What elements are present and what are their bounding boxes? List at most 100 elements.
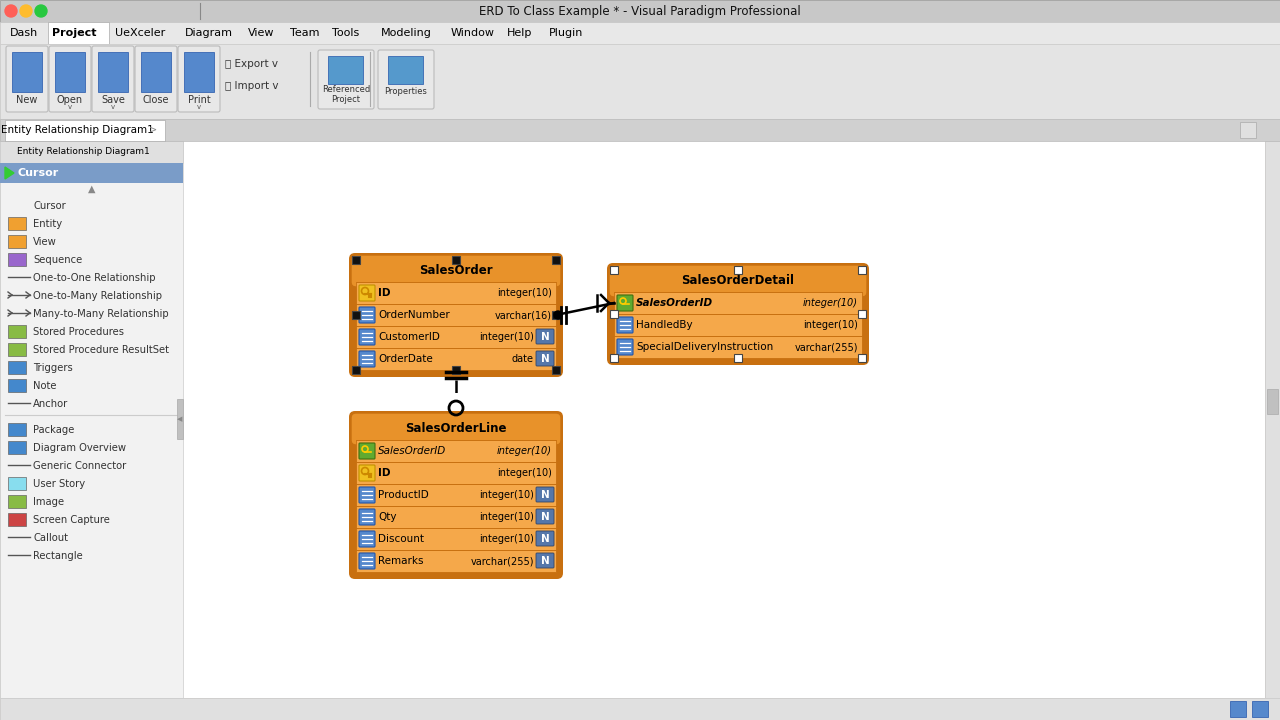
Circle shape (554, 311, 562, 319)
Bar (0, 698, 1280, 720)
Text: Entity: Entity (33, 219, 63, 229)
Bar (0, 141, 183, 698)
Bar (8, 325, 26, 338)
Bar (356, 550, 556, 572)
Bar (8, 253, 26, 266)
FancyBboxPatch shape (358, 531, 375, 547)
Bar (356, 429, 556, 441)
Bar (184, 52, 214, 92)
Text: integer(10): integer(10) (497, 288, 552, 298)
Bar (8, 217, 26, 230)
Text: Project: Project (52, 28, 96, 38)
Bar (614, 292, 861, 314)
FancyBboxPatch shape (358, 509, 375, 525)
FancyBboxPatch shape (536, 487, 554, 502)
Text: integer(10): integer(10) (479, 332, 534, 342)
Bar (352, 256, 360, 264)
Bar (356, 348, 556, 370)
FancyBboxPatch shape (358, 487, 375, 503)
Bar (1240, 122, 1256, 138)
Text: ERD To Class Example * - Visual Paradigm Professional: ERD To Class Example * - Visual Paradigm… (479, 4, 801, 17)
FancyBboxPatch shape (617, 295, 634, 311)
Text: Project: Project (332, 94, 361, 104)
Text: date: date (512, 354, 534, 364)
Bar (352, 366, 360, 374)
FancyBboxPatch shape (358, 553, 375, 569)
Text: N: N (540, 534, 549, 544)
Text: Remarks: Remarks (378, 556, 424, 566)
Text: UeXceler: UeXceler (115, 28, 165, 38)
Bar (733, 354, 742, 362)
Bar (356, 440, 556, 462)
Text: Modeling: Modeling (381, 28, 431, 38)
Text: Print: Print (188, 95, 210, 105)
Text: Open: Open (56, 95, 83, 105)
Text: >: > (148, 125, 157, 135)
FancyBboxPatch shape (617, 339, 634, 355)
Bar (141, 52, 172, 92)
FancyBboxPatch shape (609, 265, 867, 297)
FancyBboxPatch shape (49, 46, 91, 112)
Bar (1230, 701, 1245, 717)
Text: OrderDate: OrderDate (378, 354, 433, 364)
Bar (611, 266, 618, 274)
Text: Image: Image (33, 497, 64, 507)
FancyBboxPatch shape (536, 351, 554, 366)
Text: SalesOrderID: SalesOrderID (636, 298, 713, 308)
Text: Many-to-Many Relationship: Many-to-Many Relationship (33, 309, 169, 319)
Bar (99, 52, 128, 92)
Bar (356, 282, 556, 304)
Text: v: v (197, 104, 201, 110)
Bar (0, 22, 1280, 44)
Bar (1267, 389, 1277, 414)
Bar (0, 0, 1280, 22)
Text: ID: ID (378, 468, 390, 478)
FancyBboxPatch shape (536, 553, 554, 568)
Text: N: N (540, 512, 549, 522)
Text: SalesOrderID: SalesOrderID (378, 446, 447, 456)
FancyBboxPatch shape (536, 531, 554, 546)
Text: Note: Note (33, 381, 56, 391)
Bar (614, 281, 861, 293)
Bar (614, 314, 861, 336)
FancyBboxPatch shape (351, 255, 561, 287)
Text: SpecialDeliveryInstruction: SpecialDeliveryInstruction (636, 342, 773, 352)
Bar (183, 141, 1265, 698)
Text: Package: Package (33, 425, 74, 435)
Text: SalesOrderDetail: SalesOrderDetail (681, 274, 795, 287)
Text: Window: Window (451, 28, 495, 38)
Text: integer(10): integer(10) (497, 446, 552, 456)
Text: Sequence: Sequence (33, 255, 82, 265)
Bar (8, 343, 26, 356)
FancyBboxPatch shape (536, 509, 554, 524)
Text: Plugin: Plugin (549, 28, 584, 38)
Text: v: v (68, 104, 72, 110)
FancyBboxPatch shape (358, 285, 375, 301)
Text: Cursor: Cursor (33, 201, 65, 211)
Text: Qty: Qty (378, 512, 397, 522)
Bar (858, 354, 867, 362)
Circle shape (5, 5, 17, 17)
Text: Entity Relationship Diagram1: Entity Relationship Diagram1 (0, 125, 154, 135)
Text: Referenced: Referenced (321, 86, 370, 94)
Text: Properties: Properties (384, 88, 428, 96)
Bar (356, 506, 556, 528)
Bar (552, 311, 561, 319)
Text: varchar(255): varchar(255) (471, 556, 534, 566)
Bar (8, 361, 26, 374)
Bar (733, 266, 742, 274)
FancyBboxPatch shape (358, 443, 375, 459)
Bar (0, 141, 183, 163)
Bar (858, 266, 867, 274)
Text: Rectangle: Rectangle (33, 551, 83, 561)
Text: Diagram: Diagram (186, 28, 233, 38)
Bar (8, 235, 26, 248)
Text: Stored Procedure ResultSet: Stored Procedure ResultSet (33, 345, 169, 355)
Text: Save: Save (101, 95, 125, 105)
FancyBboxPatch shape (317, 50, 374, 109)
Text: N: N (540, 490, 549, 500)
Text: integer(10): integer(10) (479, 512, 534, 522)
FancyBboxPatch shape (351, 413, 561, 445)
Text: HandledBy: HandledBy (636, 320, 692, 330)
Bar (352, 311, 360, 319)
